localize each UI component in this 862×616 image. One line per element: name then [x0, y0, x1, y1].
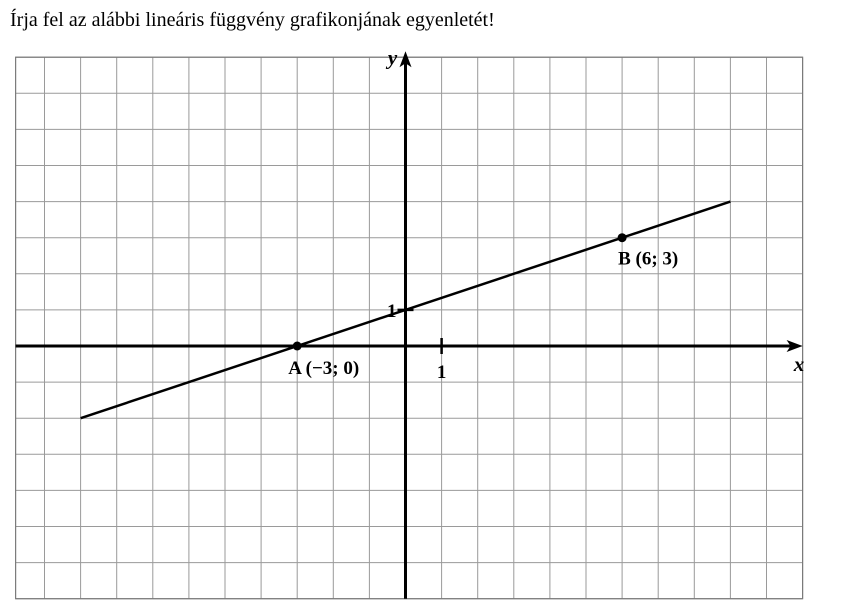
y-axis-label: y — [385, 45, 398, 69]
y-axis-arrow-icon — [399, 51, 412, 68]
points-layer: A (−3; 0) B (6; 3) — [288, 233, 678, 379]
point-label: A (−3; 0) — [288, 358, 359, 379]
point-marker — [292, 341, 302, 351]
x-tick-label: 1 — [437, 362, 447, 383]
task-instruction: Írja fel az alábbi lineáris függvény gra… — [10, 9, 495, 31]
point-marker — [617, 233, 627, 243]
grid-border — [15, 56, 804, 600]
grid — [15, 56, 804, 600]
y-tick-label: 1 — [387, 301, 397, 322]
point-label: B (6; 3) — [618, 249, 678, 270]
x-axis-arrow-icon — [786, 340, 803, 352]
x-axis-label: x — [793, 352, 805, 376]
